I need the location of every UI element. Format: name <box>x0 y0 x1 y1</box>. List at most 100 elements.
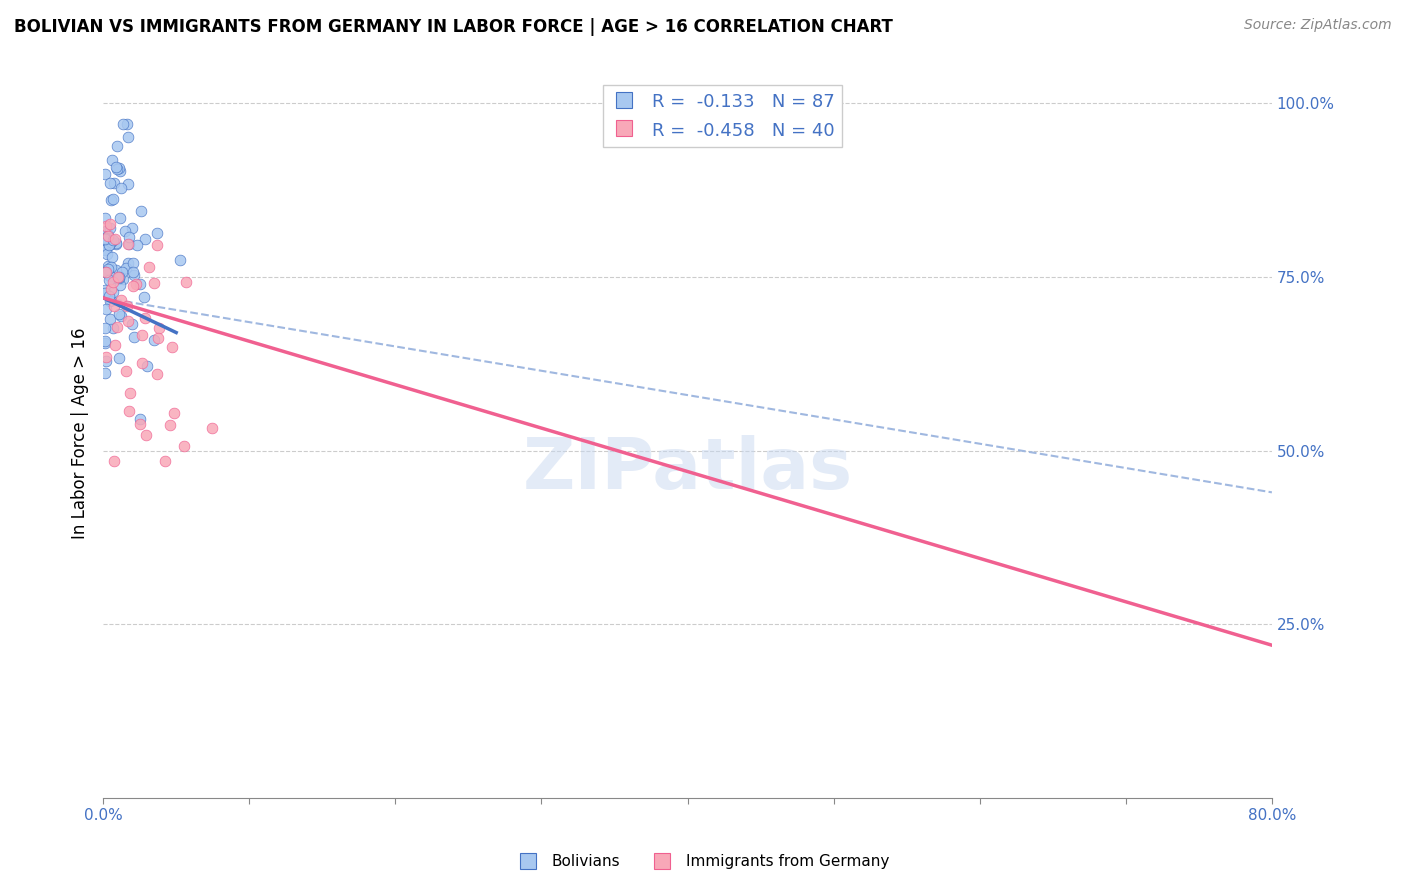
Bolivians <box>93 366 115 380</box>
Bolivians <box>118 236 141 251</box>
Immigrants from Germany <box>134 310 156 325</box>
Bolivians <box>98 273 121 287</box>
Immigrants from Germany <box>103 454 125 468</box>
Bolivians <box>94 285 117 300</box>
Bolivians <box>103 320 125 334</box>
Bolivians <box>108 307 131 321</box>
Immigrants from Germany <box>117 236 139 251</box>
Bolivians <box>108 269 131 284</box>
Immigrants from Germany <box>122 279 145 293</box>
Bolivians <box>98 268 121 283</box>
Immigrants from Germany <box>138 260 160 274</box>
Bolivians <box>111 271 134 285</box>
Immigrants from Germany <box>124 277 146 292</box>
Bolivians <box>110 265 132 279</box>
Immigrants from Germany <box>135 428 157 442</box>
Immigrants from Germany <box>201 420 224 434</box>
Immigrants from Germany <box>105 319 128 334</box>
Bolivians <box>117 256 139 270</box>
Immigrants from Germany <box>97 229 120 244</box>
Bolivians <box>105 235 128 250</box>
Bolivians <box>122 265 145 279</box>
Immigrants from Germany <box>128 417 150 431</box>
Immigrants from Germany <box>94 219 117 233</box>
Bolivians <box>132 291 155 305</box>
Bolivians <box>127 238 149 252</box>
Bolivians <box>108 163 131 178</box>
Immigrants from Germany <box>142 276 165 290</box>
Immigrants from Germany <box>163 406 186 420</box>
Bolivians <box>110 309 132 323</box>
Immigrants from Germany <box>103 232 125 246</box>
Bolivians <box>94 334 117 348</box>
Bolivians <box>142 333 165 347</box>
Bolivians <box>136 359 159 374</box>
Bolivians <box>105 271 128 285</box>
Bolivians <box>108 277 131 292</box>
Immigrants from Germany <box>94 265 117 279</box>
Bolivians <box>93 265 115 279</box>
Bolivians <box>93 232 115 246</box>
Bolivians <box>112 117 135 131</box>
Text: Source: ZipAtlas.com: Source: ZipAtlas.com <box>1244 18 1392 32</box>
Immigrants from Germany <box>173 439 195 453</box>
Bolivians <box>100 293 122 307</box>
Legend: R =  -0.133   N = 87, R =  -0.458   N = 40: R = -0.133 N = 87, R = -0.458 N = 40 <box>603 85 842 147</box>
Bolivians <box>100 260 122 275</box>
Immigrants from Germany <box>114 364 136 378</box>
Bolivians <box>100 235 122 249</box>
Bolivians <box>146 227 169 241</box>
Bolivians <box>97 229 120 244</box>
Bolivians <box>121 317 143 331</box>
Bolivians <box>110 181 132 195</box>
Immigrants from Germany <box>118 385 141 400</box>
Bolivians <box>122 268 145 282</box>
Immigrants from Germany <box>98 217 121 231</box>
Text: BOLIVIAN VS IMMIGRANTS FROM GERMANY IN LABOR FORCE | AGE > 16 CORRELATION CHART: BOLIVIAN VS IMMIGRANTS FROM GERMANY IN L… <box>14 18 893 36</box>
Bolivians <box>108 161 131 175</box>
Bolivians <box>100 194 122 208</box>
Bolivians <box>98 237 121 252</box>
Bolivians <box>129 204 152 219</box>
Immigrants from Germany <box>162 340 184 354</box>
Bolivians <box>114 224 136 238</box>
Bolivians <box>104 161 127 175</box>
Immigrants from Germany <box>107 269 129 284</box>
Immigrants from Germany <box>146 331 169 345</box>
Bolivians <box>96 224 118 238</box>
Immigrants from Germany <box>101 275 124 289</box>
Bolivians <box>169 252 191 267</box>
Bolivians <box>98 289 121 303</box>
Bolivians <box>104 271 127 285</box>
Immigrants from Germany <box>118 404 141 418</box>
Legend: Bolivians, Immigrants from Germany: Bolivians, Immigrants from Germany <box>510 848 896 875</box>
Bolivians <box>114 260 136 275</box>
Bolivians <box>118 229 141 244</box>
Bolivians <box>121 221 143 235</box>
Bolivians <box>98 238 121 252</box>
Immigrants from Germany <box>103 299 125 313</box>
Text: ZIPatlas: ZIPatlas <box>523 435 852 504</box>
Immigrants from Germany <box>100 282 122 296</box>
Bolivians <box>98 293 121 308</box>
Immigrants from Germany <box>146 367 169 381</box>
Bolivians <box>98 176 121 190</box>
Bolivians <box>134 232 156 246</box>
Immigrants from Germany <box>159 417 181 432</box>
Bolivians <box>129 412 152 426</box>
Bolivians <box>101 285 124 299</box>
Immigrants from Germany <box>117 314 139 328</box>
Bolivians <box>93 243 115 257</box>
Bolivians <box>94 211 117 225</box>
Bolivians <box>100 250 122 264</box>
Bolivians <box>107 270 129 285</box>
Bolivians <box>110 211 132 226</box>
Immigrants from Germany <box>148 321 170 335</box>
Bolivians <box>122 256 145 270</box>
Immigrants from Germany <box>131 356 153 370</box>
Bolivians <box>101 153 124 168</box>
Bolivians <box>98 268 121 283</box>
Bolivians <box>122 329 145 343</box>
Bolivians <box>104 263 127 277</box>
Bolivians <box>93 167 115 181</box>
